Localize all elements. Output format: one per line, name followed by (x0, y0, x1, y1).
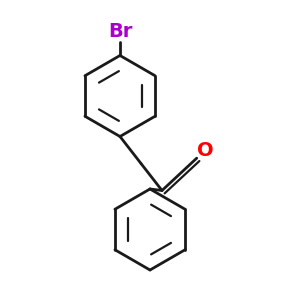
Text: Br: Br (108, 22, 132, 41)
Text: O: O (197, 140, 214, 160)
